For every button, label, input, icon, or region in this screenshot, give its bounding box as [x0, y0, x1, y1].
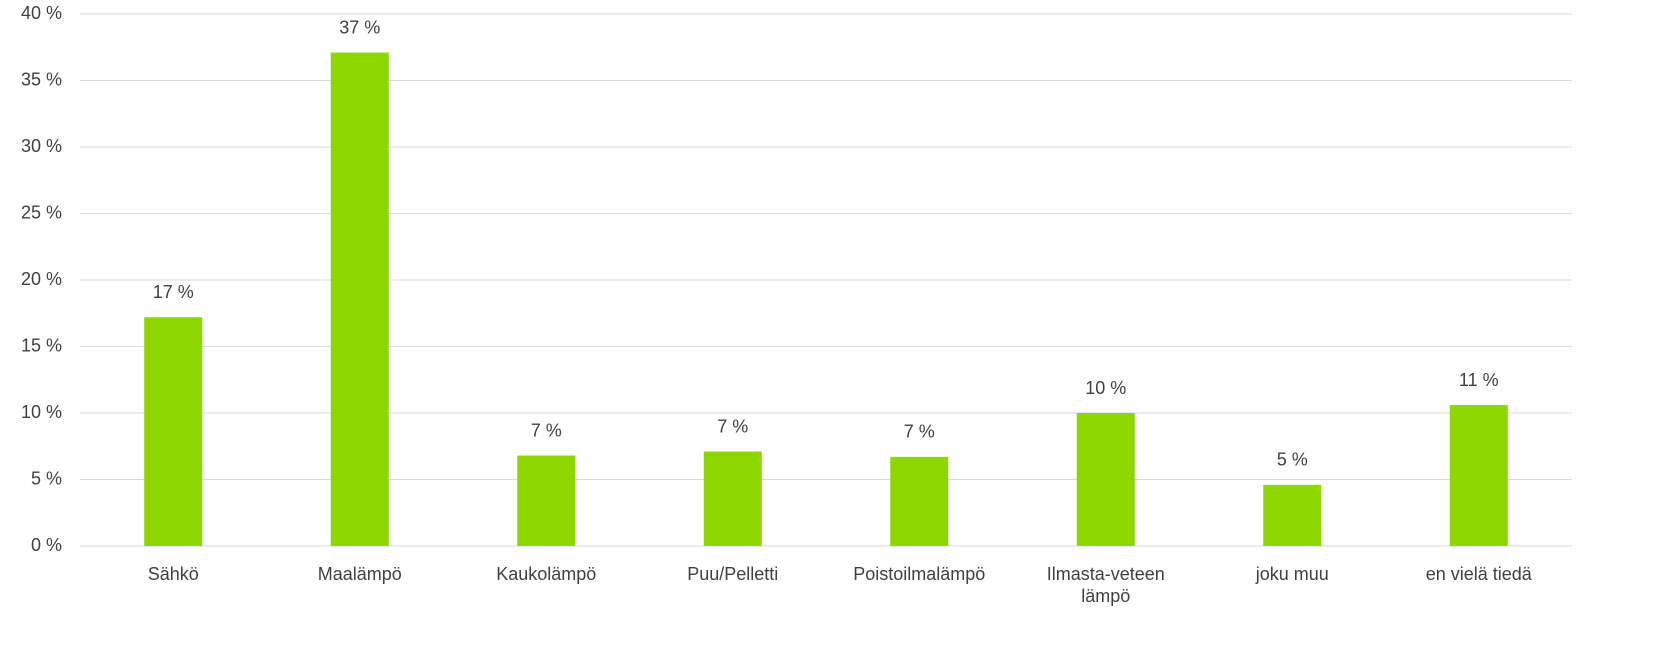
bar [703, 451, 762, 546]
bar [1449, 405, 1508, 546]
bar [144, 317, 203, 546]
x-tick-label: Maalämpö [317, 564, 402, 584]
x-tick-label: en vielä tiedä [1425, 564, 1532, 584]
x-tick-label: Kaukolämpö [496, 564, 597, 584]
y-tick-label: 15 % [21, 335, 62, 355]
y-tick-label: 10 % [21, 402, 62, 422]
y-tick-label: 35 % [21, 69, 62, 89]
x-tick-label: Poistoilmalämpö [853, 564, 986, 584]
bar [1263, 484, 1322, 546]
x-tick-label: Ilmasta-veteen lämpö [1046, 564, 1165, 606]
y-tick-label: 30 % [21, 136, 62, 156]
value-label: 5 % [1277, 450, 1308, 470]
value-label: 7 % [904, 422, 935, 442]
value-label: 7 % [531, 420, 562, 440]
value-label: 37 % [339, 17, 380, 37]
y-tick-label: 20 % [21, 269, 62, 289]
bar [890, 456, 949, 546]
y-tick-label: 40 % [21, 3, 62, 23]
y-tick-label: 25 % [21, 202, 62, 222]
y-tick-label: 0 % [31, 535, 62, 555]
bar [330, 52, 389, 546]
bar [517, 455, 576, 546]
x-tick-label: joku muu [1255, 564, 1329, 584]
x-tick-label: Sähkö [147, 564, 199, 584]
x-tick-label: Puu/Pelletti [687, 564, 779, 584]
bar [1076, 413, 1135, 546]
value-label: 11 % [1459, 370, 1499, 390]
y-tick-label: 5 % [31, 468, 62, 488]
value-label: 7 % [717, 416, 748, 436]
value-label: 10 % [1085, 378, 1126, 398]
value-label: 17 % [153, 282, 194, 302]
